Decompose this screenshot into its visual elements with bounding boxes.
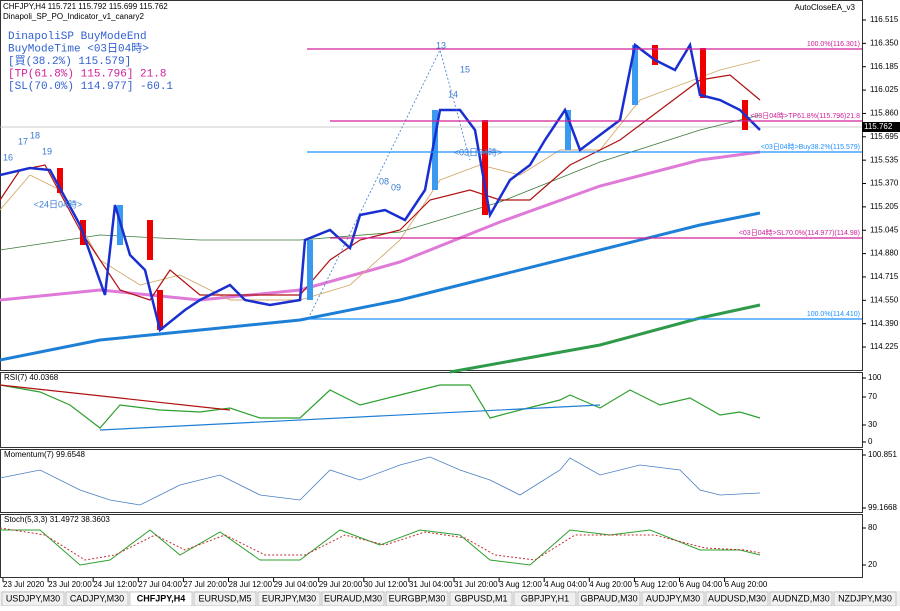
annotation: 18: [30, 130, 40, 140]
rsi-trend-blue: [99, 404, 601, 431]
annotation: 17: [18, 136, 28, 146]
price-label: 116.025: [870, 85, 899, 94]
tab-label[interactable]: NZDJPY,M30: [838, 593, 892, 603]
time-label: 23 Jul 2020: [3, 580, 45, 589]
panel-scale-label: 80: [868, 523, 877, 532]
time-label: 23 Jul 20:00: [48, 580, 92, 589]
level-label: <03日04時>SL70.0%(114.977)(114.98): [739, 229, 860, 237]
time-label: 31 Jul 04:00: [409, 580, 453, 589]
tab-label[interactable]: GBPAUD,M30: [580, 593, 637, 603]
time-label: 28 Jul 12:00: [229, 580, 273, 589]
annotation: <03日04時>: [454, 147, 503, 157]
time-label: 29 Jul 04:00: [274, 580, 318, 589]
tab-label[interactable]: GBPUSD,M1: [454, 593, 507, 603]
time-label: 6 Aug 04:00: [680, 580, 723, 589]
panel-scale-label: 100: [868, 373, 882, 382]
annotation: <24日04時>: [34, 199, 83, 209]
tab-label[interactable]: CADJPY,M30: [70, 593, 124, 603]
price-label: 116.185: [870, 62, 899, 71]
stoch-signal: [0, 527, 761, 561]
level-label: 100.0%(114.410): [807, 311, 860, 318]
tab-label[interactable]: AUDJPY,M30: [646, 593, 700, 603]
price-label: 116.350: [870, 38, 899, 47]
stoch-main: [0, 529, 761, 566]
panel-scale-label: 70: [868, 392, 877, 401]
tab-label[interactable]: EURJPY,M30: [262, 593, 316, 603]
panel-scale-label: 20: [868, 560, 877, 569]
current-price-box: [862, 122, 900, 132]
tab-label[interactable]: GBPJPY,H1: [521, 593, 569, 603]
price-label: 115.860: [870, 109, 899, 118]
rsi-line: [0, 384, 761, 429]
panel-scale-label: 0: [868, 437, 873, 446]
panel-scale-label: 30: [868, 420, 877, 429]
time-label: 30 Jul 12:00: [364, 580, 408, 589]
tab-label[interactable]: AUDUSD,M30: [708, 593, 766, 603]
info-line: BuyModeTime <03日04時>: [8, 41, 149, 55]
annotation: 16: [3, 152, 13, 162]
time-label: 3 Aug 12:00: [499, 580, 542, 589]
panel-frames: [0, 0, 863, 578]
level-label: <03日04時>TP61.8%(115.796)21.8: [750, 112, 860, 120]
time-label: 4 Aug 04:00: [544, 580, 587, 589]
info-line: DinapoliSP BuyModeEnd: [8, 31, 147, 43]
price-label: 115.045: [870, 225, 899, 234]
info-line: [買(38.2%) 115.579]: [8, 54, 131, 68]
tab-label[interactable]: EURAUD,M30: [324, 593, 382, 603]
panel-scale-label: 100.851: [868, 450, 897, 459]
level-label: <03日04時>Buy38.2%(115.579): [761, 143, 860, 151]
expert-name: AutoCloseEA_v3: [795, 3, 856, 12]
annotation: 19: [42, 146, 52, 156]
tab-label[interactable]: CHFJPY,H4: [137, 593, 186, 603]
ma-darkgreen: [0, 114, 761, 251]
ma-green: [449, 303, 761, 374]
level-label: 100.0%(116.301): [807, 41, 860, 48]
time-label: 6 Aug 20:00: [725, 580, 768, 589]
info-line: [SL(70.0%) 114.977] -60.1: [8, 81, 173, 93]
time-label: 5 Aug 12:00: [634, 580, 677, 589]
panel-title: Momentum(7) 99.6548: [4, 450, 85, 459]
panel-title: RSI(7) 40.0368: [4, 373, 59, 382]
price-label: 115.535: [870, 155, 899, 164]
annotation: 13: [436, 40, 446, 50]
tab-label[interactable]: EURUSD,M5: [198, 593, 251, 603]
price-label: 115.695: [870, 132, 899, 141]
time-label: 29 Jul 20:00: [319, 580, 363, 589]
price-line: [0, 41, 761, 333]
ma-violet: [0, 150, 761, 302]
ma-blue: [0, 211, 761, 362]
info-line: [TP(61.8%) 115.796] 21.8: [8, 68, 166, 80]
price-label: 114.880: [870, 249, 899, 258]
price-label: 114.550: [870, 295, 899, 304]
panel-title: Stoch(5,3,3) 31.4972 38.3603: [4, 515, 110, 524]
current-price: 115.762: [864, 122, 893, 131]
annotation: 08: [379, 176, 389, 186]
time-label: 27 Jul 20:00: [183, 580, 227, 589]
time-label: 24 Jul 12:00: [93, 580, 137, 589]
time-label: 31 Jul 20:00: [454, 580, 498, 589]
price-label: 116.515: [870, 15, 899, 24]
panel-scale-label: 99.1668: [868, 503, 897, 512]
time-label: 27 Jul 04:00: [138, 580, 182, 589]
symbol-line: CHFJPY,H4 115.721 115.792 115.699 115.76…: [3, 2, 168, 11]
tab-label[interactable]: AUDNZD,M30: [772, 593, 830, 603]
annotation: 15: [460, 64, 470, 74]
price-label: 115.370: [870, 179, 899, 188]
price-label: 114.715: [870, 272, 899, 281]
tab-label[interactable]: EURGBP,M30: [389, 593, 446, 603]
annotation: 14: [448, 89, 458, 99]
price-label: 115.205: [870, 202, 899, 211]
price-label: 114.225: [870, 342, 899, 351]
indicator-name: Dinapoli_SP_PO_Indicator_v1_canary2: [3, 12, 145, 21]
rsi-trend-red: [0, 384, 231, 411]
annotation: 09: [391, 182, 401, 192]
momentum-line: [0, 456, 761, 506]
price-label: 114.390: [870, 319, 899, 328]
tab-label[interactable]: USDJPY,M30: [6, 593, 60, 603]
time-label: 4 Aug 20:00: [589, 580, 632, 589]
